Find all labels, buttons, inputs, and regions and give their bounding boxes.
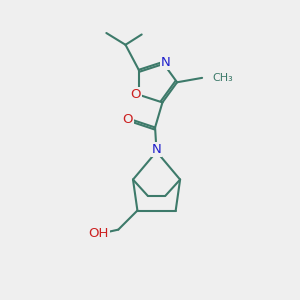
- Text: O: O: [122, 113, 133, 126]
- Text: N: N: [152, 143, 161, 156]
- Text: N: N: [161, 56, 171, 69]
- Text: OH: OH: [88, 227, 109, 240]
- Text: O: O: [130, 88, 140, 101]
- Text: CH₃: CH₃: [212, 73, 233, 83]
